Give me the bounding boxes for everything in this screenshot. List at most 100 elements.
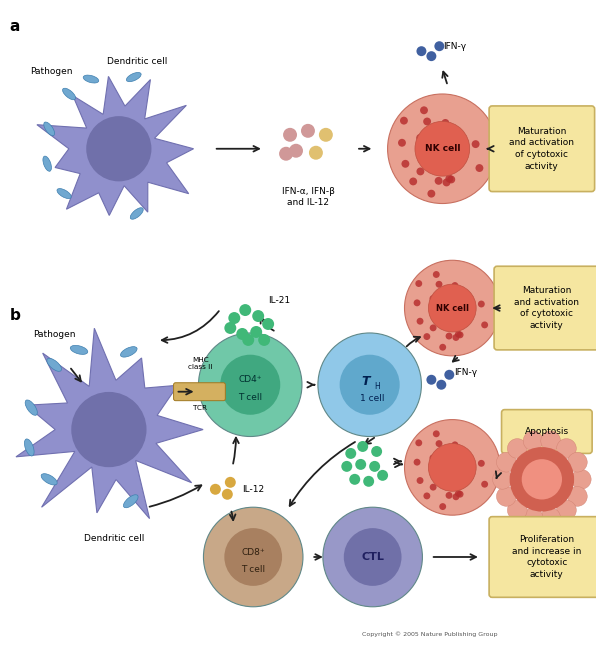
Circle shape [416,439,422,446]
Text: IFN-γ: IFN-γ [454,368,478,377]
Circle shape [429,284,476,332]
Circle shape [453,494,459,500]
Circle shape [461,299,469,305]
Ellipse shape [63,88,76,100]
Circle shape [438,315,445,322]
Ellipse shape [47,127,52,131]
Ellipse shape [25,400,38,415]
Circle shape [416,134,424,142]
Circle shape [423,492,430,499]
FancyBboxPatch shape [489,106,595,192]
Text: TCR: TCR [193,404,208,411]
Circle shape [436,440,442,447]
Circle shape [421,145,429,153]
Ellipse shape [70,345,88,355]
Circle shape [345,448,356,459]
Circle shape [451,282,458,289]
Circle shape [453,334,459,341]
Ellipse shape [121,347,137,357]
Circle shape [429,295,436,302]
Circle shape [426,375,436,385]
Circle shape [455,134,463,142]
Text: Pathogen: Pathogen [30,67,72,76]
Circle shape [369,461,380,472]
Circle shape [289,144,303,158]
Ellipse shape [47,476,52,482]
Ellipse shape [127,72,141,82]
Circle shape [481,481,488,488]
Circle shape [568,487,587,507]
Text: MHC
class II: MHC class II [188,356,213,370]
Circle shape [497,452,516,472]
Ellipse shape [47,358,61,371]
Circle shape [457,490,463,498]
Text: Dendritic cell: Dendritic cell [84,534,144,543]
Circle shape [224,528,282,586]
Circle shape [398,139,406,147]
Circle shape [426,157,433,164]
Ellipse shape [44,122,54,136]
Circle shape [426,51,436,61]
Polygon shape [16,328,203,519]
Circle shape [556,439,576,458]
Circle shape [423,333,430,340]
Circle shape [444,370,454,380]
Circle shape [455,490,462,497]
Circle shape [463,295,470,302]
Circle shape [507,500,527,520]
Circle shape [427,190,435,197]
Ellipse shape [62,191,66,196]
Circle shape [415,122,470,176]
Circle shape [439,344,446,351]
Circle shape [472,140,479,148]
Circle shape [417,168,424,175]
Circle shape [556,500,576,520]
Ellipse shape [43,156,51,171]
Circle shape [86,116,152,181]
Circle shape [433,305,440,311]
Circle shape [438,474,445,481]
Circle shape [478,301,485,307]
Circle shape [258,334,270,346]
Circle shape [301,124,315,138]
Ellipse shape [41,474,57,485]
Ellipse shape [134,211,139,216]
Ellipse shape [126,349,131,355]
Circle shape [457,331,463,338]
Circle shape [541,508,561,527]
Circle shape [319,128,333,142]
Polygon shape [37,76,193,215]
Text: IL-12: IL-12 [242,485,264,494]
Circle shape [225,477,236,488]
Circle shape [318,333,421,437]
Circle shape [309,146,323,160]
Circle shape [414,459,420,466]
Circle shape [435,41,444,51]
Circle shape [430,484,436,490]
Ellipse shape [128,498,134,504]
Circle shape [436,281,442,288]
Circle shape [442,179,451,186]
Text: T cell: T cell [241,565,265,575]
Circle shape [204,507,303,607]
Circle shape [453,138,461,146]
Circle shape [568,452,587,472]
Circle shape [400,116,408,125]
Circle shape [439,503,446,510]
Circle shape [433,271,440,278]
FancyBboxPatch shape [174,383,225,400]
Circle shape [420,106,428,115]
Circle shape [417,46,426,56]
Circle shape [429,454,436,461]
Circle shape [198,333,302,437]
Circle shape [423,118,431,126]
Circle shape [210,484,221,495]
Ellipse shape [24,439,34,456]
Circle shape [478,460,485,466]
Circle shape [236,328,248,340]
Ellipse shape [67,91,72,96]
Circle shape [377,470,388,481]
FancyBboxPatch shape [489,517,597,597]
Text: Pathogen: Pathogen [33,330,75,339]
Text: CD4⁺: CD4⁺ [238,375,262,384]
